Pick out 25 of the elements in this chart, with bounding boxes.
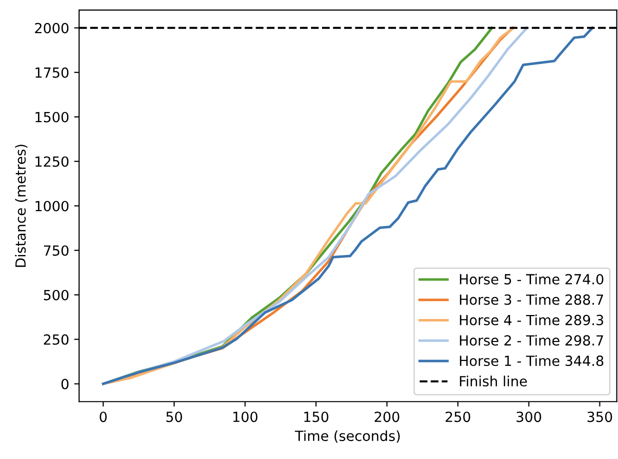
y-tick-label: 0: [61, 378, 68, 390]
y-tick-label: 2000: [35, 22, 68, 34]
y-tick-label: 1000: [36, 200, 68, 212]
legend-label: Finish line: [460, 376, 527, 386]
x-tick-label: 150: [304, 412, 328, 422]
legend-label: Horse 2 - Time 298.7: [460, 334, 604, 346]
y-tick-label: 1250: [36, 156, 68, 167]
legend-label: Horse 3 - Time 288.7: [460, 294, 604, 305]
y-tick-label: 250: [44, 334, 68, 345]
y-tick-label: 1750: [36, 67, 68, 78]
legend-label: Horse 1 - Time 344.8: [460, 355, 604, 366]
x-tick-label: 100: [233, 412, 258, 422]
y-tick-label: 1500: [36, 112, 68, 122]
x-tick-label: 300: [516, 412, 542, 422]
legend-label: Horse 5 - Time 274.0: [460, 274, 604, 285]
x-tick-label: 350: [588, 412, 612, 422]
x-tick-label: 50: [166, 412, 182, 422]
x-tick-label: 250: [446, 412, 470, 422]
y-tick-label: 500: [44, 290, 68, 300]
y-tick-label: 750: [44, 245, 68, 256]
y-axis-title: Distance (metres): [15, 144, 28, 267]
x-axis-title: Time (seconds): [294, 430, 400, 443]
x-tick-label: 0: [100, 412, 107, 422]
x-tick-label: 200: [374, 412, 400, 422]
legend-label: Horse 4 - Time 289.3: [460, 314, 604, 326]
